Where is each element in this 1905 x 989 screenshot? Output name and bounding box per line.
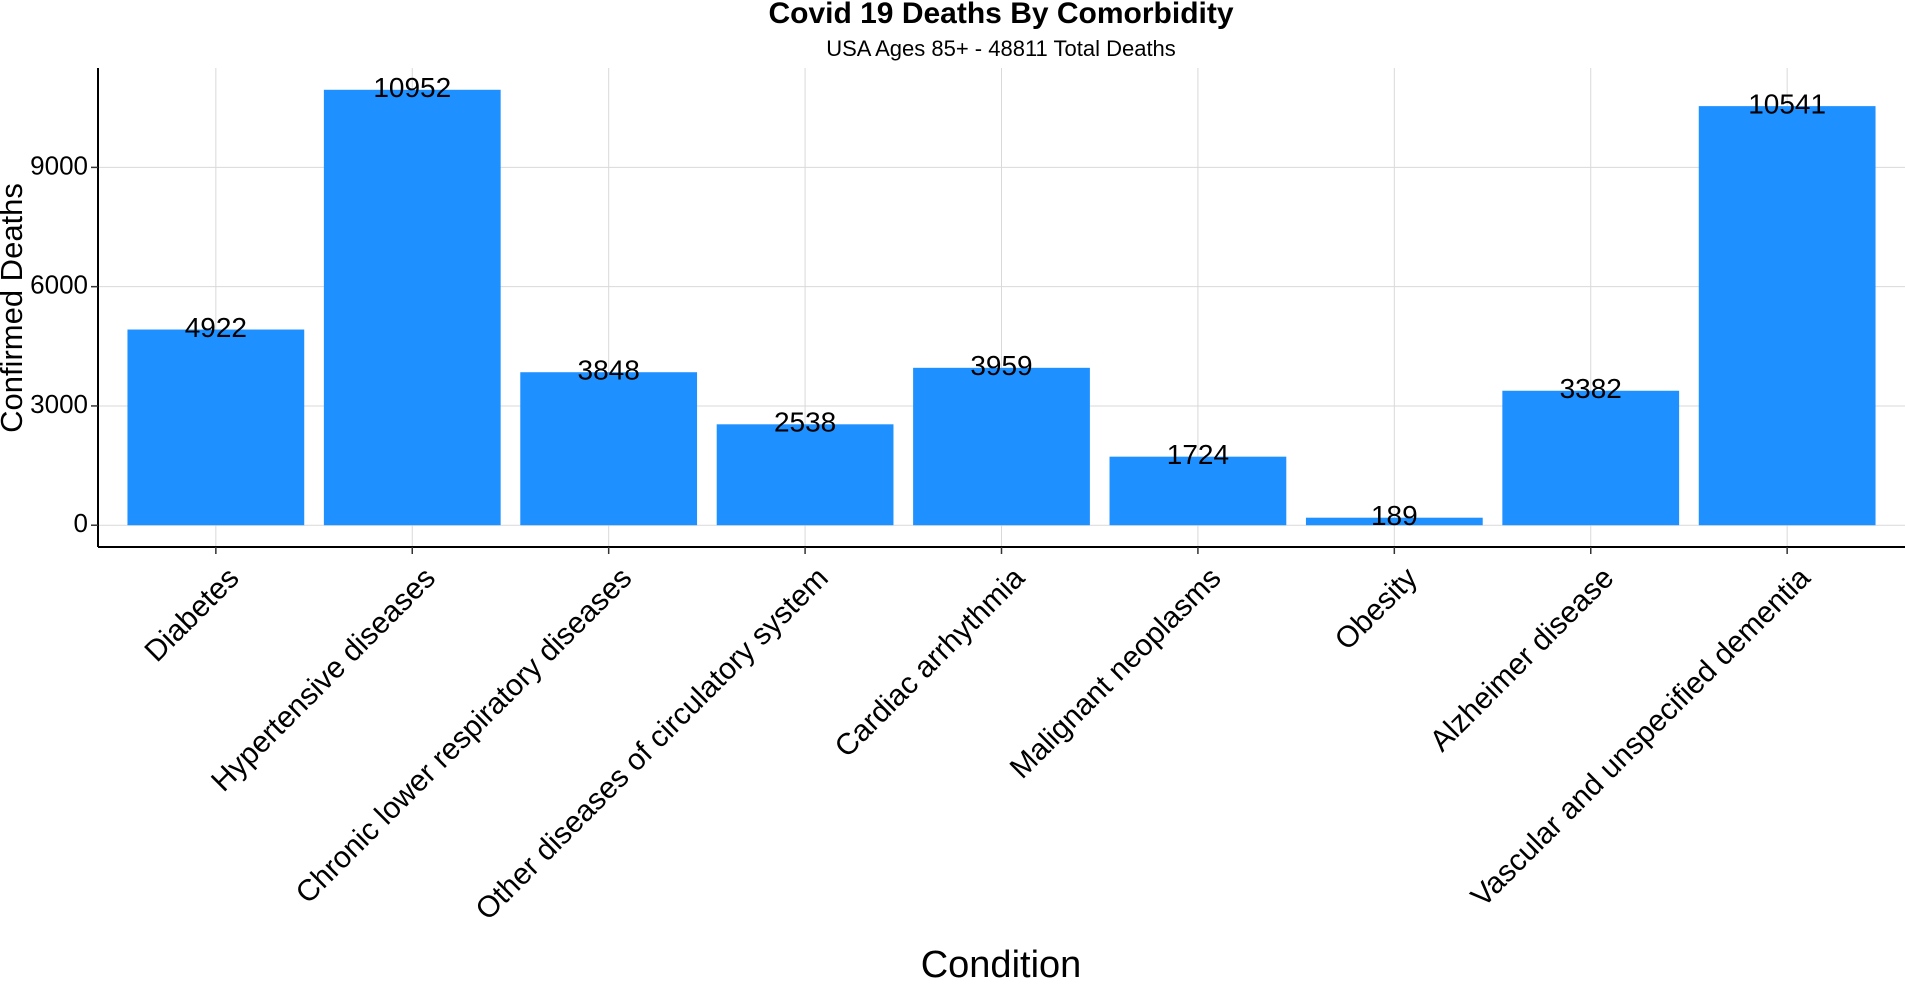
data-label: 10952 xyxy=(373,72,451,103)
chart-subtitle: USA Ages 85+ - 48811 Total Deaths xyxy=(826,36,1176,61)
bar xyxy=(716,424,894,526)
data-label: 2538 xyxy=(774,407,836,438)
y-tick-label: 3000 xyxy=(30,389,88,419)
data-label: 1724 xyxy=(1167,439,1229,470)
x-tick-label: Hypertensive diseases xyxy=(205,561,442,798)
bars xyxy=(127,89,1876,526)
x-tick-label: Other diseases of circulatory system xyxy=(470,561,835,926)
x-tick-label: Obesity xyxy=(1329,561,1424,656)
data-label: 3848 xyxy=(578,355,640,386)
x-tick-label: Alzheimer disease xyxy=(1424,561,1621,758)
data-labels: 4922 10952 3848 2538 3959 1724 189 3382 10541 xyxy=(185,72,1826,531)
x-tick-label: Diabetes xyxy=(138,561,245,668)
y-tick-label: 0 xyxy=(74,508,88,538)
y-tick-label: 9000 xyxy=(30,150,88,180)
bar xyxy=(1502,390,1680,526)
chart-title: Covid 19 Deaths By Comorbidity xyxy=(768,0,1233,30)
bar xyxy=(520,372,698,526)
x-tick-label: Cardiac arrhythmia xyxy=(829,561,1032,764)
data-label: 10541 xyxy=(1748,89,1826,120)
bar xyxy=(1698,106,1876,526)
bar xyxy=(1109,456,1287,526)
y-axis-ticks: 0 3000 6000 9000 xyxy=(30,150,98,538)
x-tick-label: Malignant neoplasms xyxy=(1004,561,1228,785)
y-tick-label: 6000 xyxy=(30,270,88,300)
bar xyxy=(1305,517,1483,526)
bar xyxy=(323,89,501,526)
bar xyxy=(913,367,1090,526)
data-label: 4922 xyxy=(185,312,247,343)
data-label: 3959 xyxy=(970,350,1032,381)
bar xyxy=(127,329,305,526)
x-tick-label: Vascular and unspecified dementia xyxy=(1465,561,1817,913)
x-tick-label: Chronic lower respiratory diseases xyxy=(290,561,639,910)
x-axis-title: Condition xyxy=(921,944,1082,986)
data-label: 3382 xyxy=(1560,373,1622,404)
data-label: 189 xyxy=(1371,500,1418,531)
y-axis-title: Confirmed Deaths xyxy=(0,183,29,433)
